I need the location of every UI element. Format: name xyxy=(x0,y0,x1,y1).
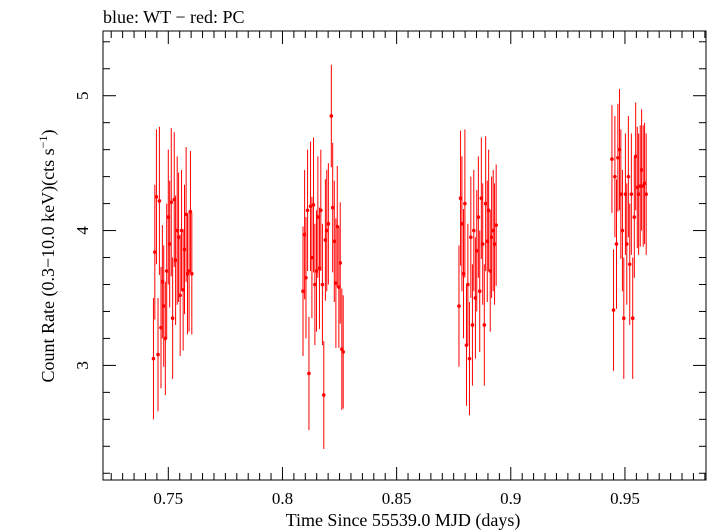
data-point xyxy=(310,255,314,260)
y-axis-label-main: Count Rate (0.3−10.0 keV)(cts s xyxy=(38,148,59,382)
data-point xyxy=(471,228,476,233)
data-point xyxy=(161,304,166,308)
data-point xyxy=(629,192,634,196)
data-point xyxy=(170,316,175,320)
data-point xyxy=(324,228,329,233)
data-point xyxy=(151,356,156,361)
data-point xyxy=(480,242,485,246)
y-axis-label-superscript: −1 xyxy=(36,136,50,149)
x-tick-label: 0.95 xyxy=(610,489,640,508)
data-point xyxy=(611,308,616,312)
x-axis: 0.75 0.8 0.85 0.9 0.95 xyxy=(110,31,706,508)
data-point xyxy=(627,262,632,267)
data-point xyxy=(313,282,317,287)
data-point xyxy=(476,215,481,219)
data-point xyxy=(178,293,182,298)
data-point xyxy=(301,289,305,294)
data-point xyxy=(467,356,472,361)
data-point xyxy=(164,269,169,273)
pc-series xyxy=(151,64,648,449)
x-tick-label: 0.9 xyxy=(500,489,521,508)
data-point xyxy=(477,289,482,294)
data-point xyxy=(316,215,320,219)
data-point xyxy=(338,261,343,265)
data-point xyxy=(330,205,335,210)
data-point xyxy=(624,242,629,246)
plot-frame xyxy=(102,30,707,481)
x-tick-label: 0.75 xyxy=(153,489,183,508)
data-point xyxy=(460,222,464,226)
data-point xyxy=(190,271,194,276)
data-point xyxy=(486,208,491,213)
data-point xyxy=(619,192,623,196)
data-point xyxy=(610,157,614,161)
data-point xyxy=(307,371,311,376)
y-tick-label: 4 xyxy=(73,226,92,235)
data-point xyxy=(305,208,310,213)
data-point xyxy=(492,242,497,246)
data-point xyxy=(483,201,488,206)
data-point xyxy=(616,155,620,160)
data-point xyxy=(185,271,190,276)
data-point xyxy=(494,223,498,227)
y-axis-label-close: ) xyxy=(38,130,59,136)
x-tick-label: 0.85 xyxy=(382,489,412,508)
data-point xyxy=(182,247,187,252)
data-point xyxy=(319,208,323,213)
data-point xyxy=(642,181,647,186)
data-point xyxy=(639,168,644,172)
data-point xyxy=(153,250,157,254)
chart-title: blue: WT − red: PC xyxy=(103,7,244,27)
data-point xyxy=(304,275,308,280)
data-point xyxy=(156,352,160,357)
data-point xyxy=(626,174,631,179)
data-point xyxy=(466,282,470,287)
data-point xyxy=(154,195,159,199)
data-point xyxy=(632,215,637,219)
y-axis-label: Count Rate (0.3−10.0 keV)(cts s−1) xyxy=(36,130,59,383)
data-point xyxy=(463,201,467,206)
data-point xyxy=(341,350,345,354)
y-tick-label: 5 xyxy=(73,91,92,100)
data-point xyxy=(321,393,326,397)
data-point xyxy=(622,316,626,320)
data-point xyxy=(169,200,174,205)
data-point xyxy=(167,242,172,246)
x-axis-label: Time Since 55539.0 MJD (days) xyxy=(286,510,521,531)
data-point xyxy=(457,304,461,308)
data-point xyxy=(613,174,617,179)
x-tick-label: 0.8 xyxy=(272,489,293,508)
data-point xyxy=(470,323,475,327)
data-point xyxy=(329,114,334,118)
data-point xyxy=(633,154,638,159)
data-point xyxy=(335,224,340,229)
data-point xyxy=(644,192,648,196)
data-point xyxy=(320,282,325,287)
data-point xyxy=(332,239,337,244)
data-point xyxy=(326,222,331,226)
data-point xyxy=(474,248,479,253)
data-point xyxy=(157,199,162,203)
data-point xyxy=(630,316,635,320)
data-point xyxy=(173,258,178,263)
data-point xyxy=(614,242,619,246)
data-point xyxy=(489,235,494,240)
data-point xyxy=(469,235,473,240)
data-point xyxy=(188,209,193,214)
data-point xyxy=(176,235,181,240)
y-axis: 3 4 5 xyxy=(73,41,706,474)
data-point xyxy=(482,323,487,327)
y-tick-label: 3 xyxy=(73,361,92,370)
data-point xyxy=(620,228,625,233)
data-point xyxy=(636,192,641,196)
data-point xyxy=(311,203,316,207)
data-point xyxy=(179,228,184,233)
